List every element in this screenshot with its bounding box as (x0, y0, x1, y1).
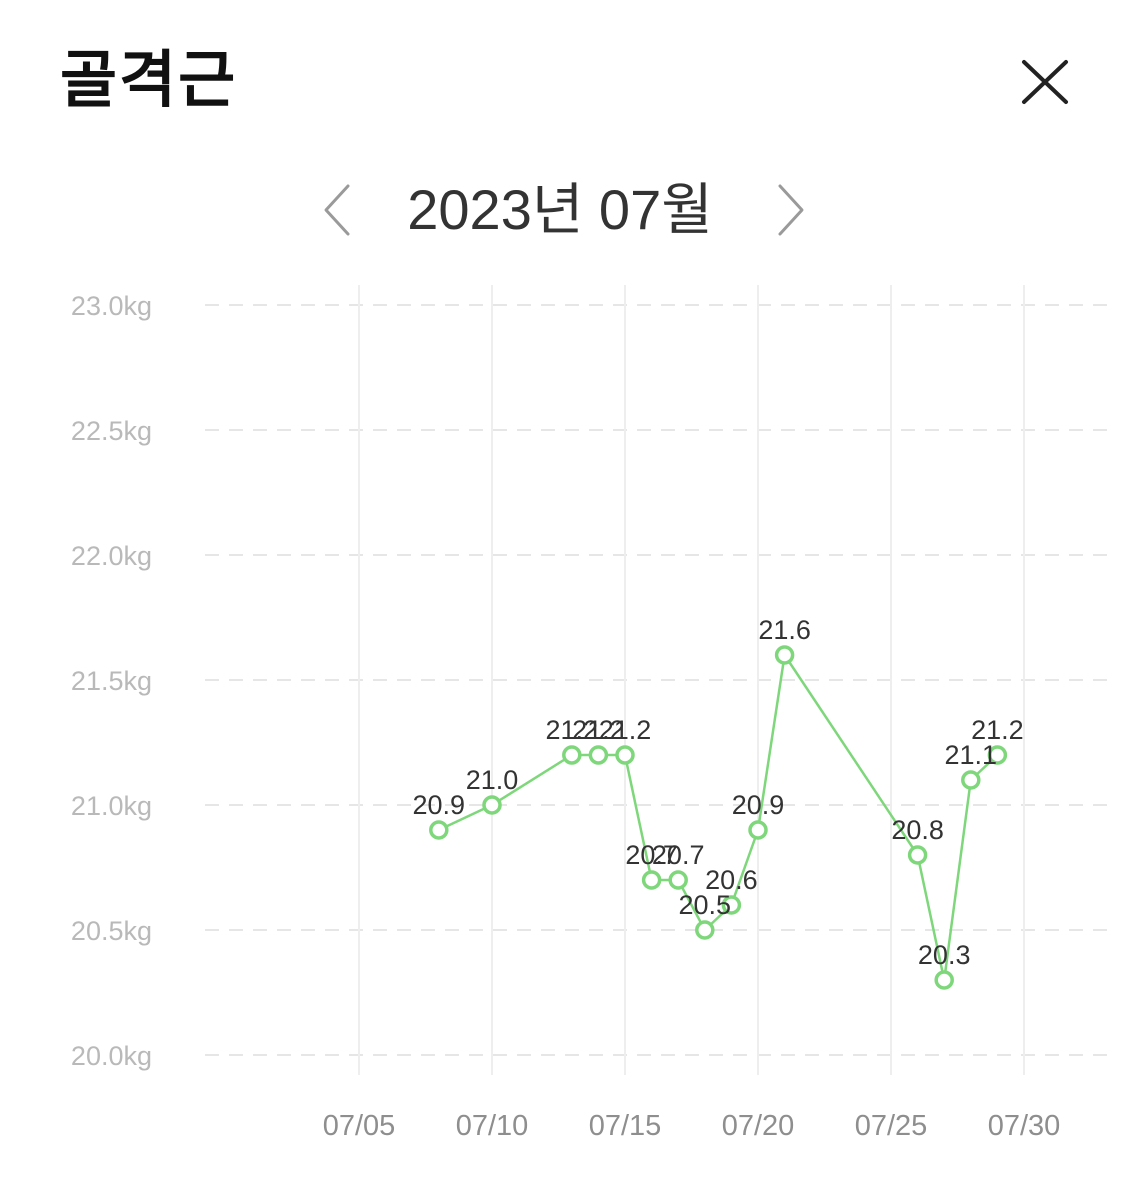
next-month-button[interactable] (770, 180, 820, 240)
page-title: 골격근 (60, 43, 238, 116)
y-tick-label: 20.0kg (71, 1041, 152, 1071)
data-point (934, 970, 954, 990)
chevron-left-icon (324, 184, 350, 236)
close-button[interactable] (1010, 50, 1080, 114)
data-point (429, 820, 449, 840)
x-tick-label: 07/05 (323, 1110, 396, 1142)
y-tick-label: 21.0kg (71, 791, 152, 821)
data-point (668, 870, 688, 890)
data-label: 20.9 (732, 790, 785, 820)
data-point (987, 745, 1008, 765)
data-label: 20.5 (679, 890, 732, 920)
data-point (482, 795, 502, 815)
chevron-right-icon (778, 184, 804, 236)
data-label: 21.0 (466, 765, 519, 795)
data-label: 21.1 (945, 740, 998, 770)
month-navigator: 2023년 07월 (300, 170, 820, 250)
y-tick-label: 22.0kg (71, 541, 152, 571)
data-label: 21.2 (599, 715, 652, 745)
data-label: 20.7 (625, 840, 678, 870)
data-point (721, 895, 742, 915)
x-tick-label: 07/10 (456, 1110, 529, 1142)
month-label: 2023년 07월 (407, 178, 713, 241)
data-point (588, 745, 609, 765)
x-tick-label: 07/20 (722, 1110, 795, 1142)
data-point (615, 745, 635, 765)
data-point (641, 870, 662, 890)
data-label: 20.3 (918, 940, 971, 970)
data-point (748, 820, 768, 840)
y-tick-label: 21.5kg (71, 666, 152, 696)
x-tick-label: 07/30 (988, 1110, 1061, 1142)
data-label: 20.7 (652, 840, 705, 870)
data-point (961, 770, 981, 790)
data-label: 20.8 (891, 815, 944, 845)
data-point (695, 920, 715, 940)
data-label: 20.9 (413, 790, 466, 820)
data-label: 21.6 (758, 615, 811, 645)
x-tick-label: 07/15 (589, 1110, 662, 1142)
prev-month-button[interactable] (308, 180, 358, 240)
y-tick-label: 22.5kg (71, 416, 152, 446)
x-tick-label: 07/25 (855, 1110, 928, 1142)
data-label: 21.2 (572, 715, 625, 745)
data-point (774, 645, 795, 665)
close-icon (1022, 60, 1068, 104)
data-label: 21.2 (546, 715, 599, 745)
y-tick-label: 20.5kg (71, 916, 152, 946)
data-point (562, 745, 582, 765)
data-label: 20.6 (705, 865, 758, 895)
data-point (907, 845, 928, 865)
y-tick-label: 23.0kg (71, 291, 152, 321)
data-label: 21.2 (971, 715, 1024, 745)
skeletal-muscle-line-chart: 20.0kg 20.5kg 21.0kg 21.5kg 22.0kg 22.5kg 23.0… (71, 285, 1112, 1142)
